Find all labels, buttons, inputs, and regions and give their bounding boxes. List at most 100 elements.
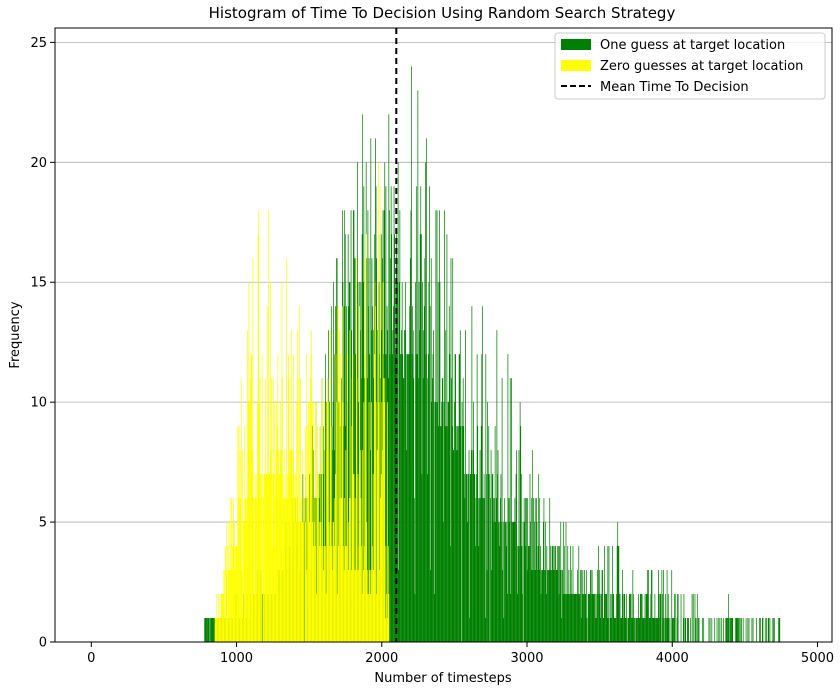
histogram-bar-zero-guesses	[239, 498, 240, 642]
histogram-bar-zero-guesses	[302, 522, 304, 642]
histogram-bar-one-guess	[364, 378, 365, 642]
histogram-bar-one-guess	[650, 594, 652, 642]
histogram-bar-one-guess	[450, 546, 451, 642]
histogram-bar-one-guess	[779, 618, 781, 642]
histogram-bar-one-guess	[769, 618, 771, 642]
histogram-bar-one-guess	[584, 570, 585, 642]
histogram-bar-one-guess	[497, 474, 498, 642]
histogram-bar-one-guess	[401, 282, 403, 642]
histogram-bar-one-guess	[210, 618, 212, 642]
histogram-bar-one-guess	[658, 570, 659, 642]
histogram-bar-one-guess	[366, 378, 368, 642]
histogram-bar-zero-guesses	[256, 498, 257, 642]
histogram-bar-zero-guesses	[380, 474, 382, 642]
histogram-bar-zero-guesses	[370, 570, 372, 642]
histogram-bar-one-guess	[636, 618, 638, 642]
histogram-bar-one-guess	[580, 570, 581, 642]
histogram-bar-zero-guesses	[240, 378, 242, 642]
histogram-bar-one-guess	[549, 546, 551, 642]
histogram-bar-zero-guesses	[349, 330, 351, 642]
histogram-bar-one-guess	[386, 354, 387, 642]
histogram-bar-one-guess	[387, 378, 389, 642]
histogram-bar-one-guess	[585, 594, 587, 642]
histogram-bar-one-guess	[694, 594, 696, 642]
histogram-bar-zero-guesses	[342, 402, 344, 642]
histogram-bar-zero-guesses	[344, 546, 346, 642]
histogram-bar-zero-guesses	[327, 378, 329, 642]
histogram-bar-zero-guesses	[323, 570, 325, 642]
histogram-bar-one-guess	[438, 426, 440, 642]
histogram-bar-one-guess	[664, 594, 666, 642]
histogram-bar-one-guess	[454, 402, 455, 642]
histogram-bar-one-guess	[402, 378, 404, 642]
histogram-bar-zero-guesses	[230, 498, 232, 642]
histogram-bar-zero-guesses	[347, 522, 349, 642]
histogram-bar-zero-guesses	[358, 570, 359, 642]
histogram-bar-one-guess	[612, 594, 614, 642]
histogram-bar-one-guess	[392, 330, 394, 642]
histogram-bar-one-guess	[452, 258, 454, 642]
histogram-bar-one-guess	[737, 618, 738, 642]
histogram-bar-one-guess	[483, 498, 484, 642]
y-axis: 0 5 10 15 20 25	[30, 36, 55, 651]
histogram-bar-one-guess	[562, 570, 563, 642]
histogram-bar-zero-guesses	[380, 498, 382, 642]
histogram-bar-one-guess	[534, 498, 536, 642]
histogram-bar-one-guess	[493, 498, 494, 642]
histogram-bar-one-guess	[354, 258, 355, 642]
legend-label-zero-guesses: Zero guesses at target location	[600, 59, 803, 74]
histogram-bar-one-guess	[708, 618, 710, 642]
histogram-bar-one-guess	[457, 450, 459, 642]
histogram-bar-one-guess	[437, 282, 439, 642]
histogram-bar-one-guess	[208, 618, 210, 642]
histogram-bar-zero-guesses	[338, 546, 340, 642]
histogram-bar-one-guess	[625, 618, 627, 642]
histogram-bar-one-guess	[581, 570, 583, 642]
histogram-bar-one-guess	[616, 594, 617, 642]
histogram-bar-one-guess	[515, 474, 517, 642]
histogram-bar-one-guess	[558, 594, 560, 642]
histogram-bar-one-guess	[588, 594, 590, 642]
histogram-bar-one-guess	[453, 450, 455, 642]
histogram-bar-one-guess	[399, 210, 401, 642]
histogram-bar-one-guess	[572, 594, 573, 642]
histogram-bar-one-guess	[695, 618, 697, 642]
histogram-bar-one-guess	[458, 354, 460, 642]
histogram-bar-zero-guesses	[299, 522, 301, 642]
histogram-bar-one-guess	[424, 258, 426, 642]
histogram-bar-one-guess	[718, 618, 720, 642]
yellow-bars-group	[214, 162, 390, 642]
histogram-bar-one-guess	[522, 522, 524, 642]
histogram-bar-one-guess	[415, 282, 416, 642]
histogram-bar-zero-guesses	[304, 522, 306, 642]
histogram-bar-one-guess	[505, 522, 506, 642]
histogram-bar-one-guess	[728, 594, 730, 642]
histogram-bar-one-guess	[583, 594, 584, 642]
y-tick-label: 25	[30, 36, 47, 51]
histogram-bar-one-guess	[648, 570, 649, 642]
histogram-bar-one-guess	[740, 618, 742, 642]
histogram-bar-one-guess	[632, 570, 634, 642]
histogram-bar-one-guess	[560, 618, 562, 642]
histogram-bar-one-guess	[695, 618, 696, 642]
histogram-bar-one-guess	[500, 474, 502, 642]
histogram-bar-zero-guesses	[234, 570, 236, 642]
histogram-bar-one-guess	[476, 474, 477, 642]
histogram-bar-one-guess	[580, 618, 582, 642]
histogram-bar-zero-guesses	[358, 546, 360, 642]
histogram-bar-one-guess	[543, 498, 545, 642]
histogram-bar-one-guess	[439, 282, 441, 642]
histogram-bar-one-guess	[590, 570, 592, 642]
histogram-bar-one-guess	[501, 522, 502, 642]
histogram-bar-one-guess	[778, 618, 779, 642]
histogram-bar-one-guess	[409, 258, 411, 642]
histogram-bar-one-guess	[581, 594, 583, 642]
histogram-bar-zero-guesses	[340, 354, 341, 642]
histogram-bar-one-guess	[373, 378, 375, 642]
histogram-bar-one-guess	[677, 594, 678, 642]
histogram-bar-zero-guesses	[308, 522, 310, 642]
histogram-bar-zero-guesses	[332, 522, 334, 642]
histogram-bar-one-guess	[637, 618, 639, 642]
histogram-bar-one-guess	[641, 594, 643, 642]
histogram-bar-one-guess	[610, 594, 612, 642]
